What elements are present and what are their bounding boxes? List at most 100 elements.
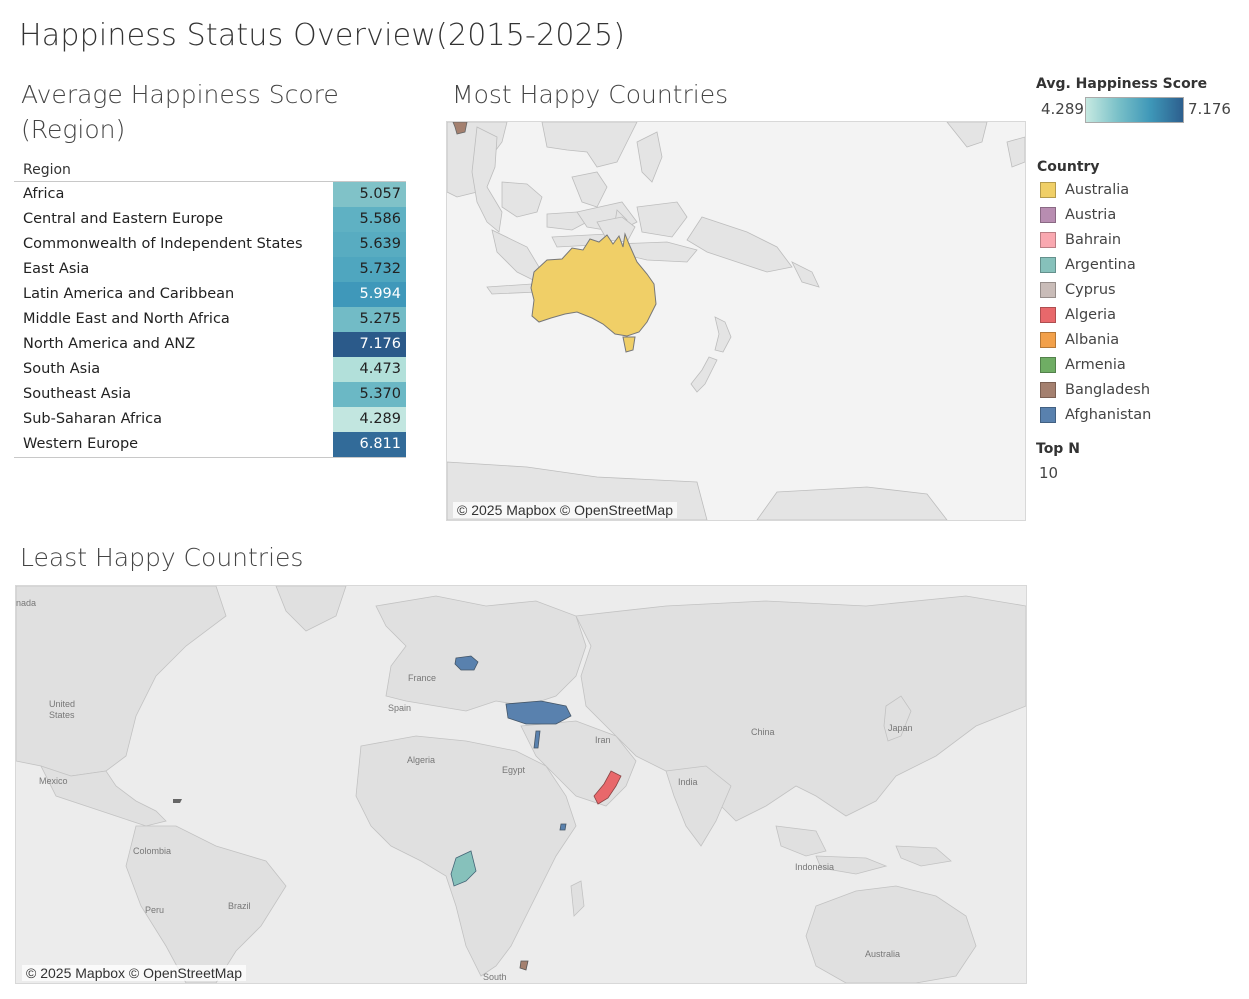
country-color-swatch <box>1040 356 1056 373</box>
least-happy-map[interactable]: nada United States Mexico Colombia Peru … <box>15 585 1027 984</box>
region-row[interactable]: North America and ANZ 7.176 <box>14 332 406 357</box>
australia-shape <box>530 232 657 337</box>
highlight-country-haiti <box>173 799 182 803</box>
country-legend-item[interactable]: Argentina <box>1040 252 1151 277</box>
country-legend-item[interactable]: Bahrain <box>1040 227 1151 252</box>
country-legend-label: Armenia <box>1065 356 1126 373</box>
table-bottom-border <box>14 457 406 458</box>
region-score-cell[interactable]: 5.994 <box>333 282 406 307</box>
region-name: Latin America and Caribbean <box>23 286 235 302</box>
region-name: Central and Eastern Europe <box>23 211 223 227</box>
highlight-country-djibouti <box>559 823 567 831</box>
country-legend-label: Bahrain <box>1065 231 1122 248</box>
map-label-egypt: Egypt <box>502 765 526 775</box>
least-happy-title: Least Happy Countries <box>20 543 304 572</box>
dashboard-title: Happiness Status Overview(2015-2025) <box>19 18 626 53</box>
map-label-peru: Peru <box>145 905 164 915</box>
map-label-south: South <box>483 972 507 982</box>
country-legend-label: Albania <box>1065 331 1120 348</box>
map-label-china: China <box>751 727 775 737</box>
country-legend-label: Australia <box>1065 181 1130 198</box>
country-legend-item[interactable]: Bangladesh <box>1040 377 1151 402</box>
region-name: North America and ANZ <box>23 336 196 352</box>
region-column-header[interactable]: Region <box>14 160 406 182</box>
highlight-country-congo <box>450 850 477 887</box>
country-color-swatch <box>1040 381 1056 398</box>
region-score-cell[interactable]: 5.275 <box>333 307 406 332</box>
region-row[interactable]: Central and Eastern Europe 5.586 <box>14 207 406 232</box>
map-label-indonesia: Indonesia <box>795 862 834 872</box>
region-score-cell[interactable]: 7.176 <box>333 332 406 357</box>
map-label-algeria: Algeria <box>407 755 435 765</box>
score-legend-title: Avg. Happiness Score <box>1036 76 1208 92</box>
region-table-title: Average Happiness Score (Region) <box>21 80 339 144</box>
region-score-cell[interactable]: 4.289 <box>333 407 406 432</box>
country-color-swatch <box>1040 281 1056 298</box>
region-row[interactable]: Latin America and Caribbean 5.994 <box>14 282 406 307</box>
region-row[interactable]: Africa 5.057 <box>14 182 406 207</box>
most-map-attribution[interactable]: © 2025 Mapbox © OpenStreetMap <box>453 502 677 518</box>
region-name: South Asia <box>23 361 101 377</box>
region-row[interactable]: Commonwealth of Independent States 5.639 <box>14 232 406 257</box>
country-legend-label: Austria <box>1065 206 1117 223</box>
highlight-country-europe <box>454 655 479 671</box>
country-legend-label: Bangladesh <box>1065 381 1151 398</box>
map-label-mexico: Mexico <box>39 776 68 786</box>
least-happy-map-svg: nada United States Mexico Colombia Peru … <box>16 586 1026 983</box>
highlight-country-oman <box>593 770 622 805</box>
country-color-swatch <box>1040 231 1056 248</box>
region-score-cell[interactable]: 5.639 <box>333 232 406 257</box>
top-n-title: Top N <box>1036 441 1080 457</box>
tasmania-shape <box>622 336 636 353</box>
country-color-swatch <box>1040 331 1056 348</box>
region-score-cell[interactable]: 6.811 <box>333 432 406 457</box>
country-legend-item[interactable]: Algeria <box>1040 302 1151 327</box>
map-label-us: United <box>49 699 75 709</box>
region-name: Middle East and North Africa <box>23 311 230 327</box>
region-name: Southeast Asia <box>23 386 132 402</box>
map-label-australia: Australia <box>865 949 900 959</box>
country-legend-item[interactable]: Australia <box>1040 177 1151 202</box>
country-legend-label: Algeria <box>1065 306 1116 323</box>
region-score-cell[interactable]: 5.732 <box>333 257 406 282</box>
most-happy-title: Most Happy Countries <box>452 80 729 109</box>
region-score-cell[interactable]: 5.586 <box>333 207 406 232</box>
most-happy-map[interactable]: © 2025 Mapbox © OpenStreetMap <box>446 121 1026 521</box>
map-label-canada: nada <box>16 598 36 608</box>
country-legend: Australia Austria Bahrain Argentina Cyprus Al… <box>1040 177 1151 427</box>
region-name: East Asia <box>23 261 90 277</box>
region-score-cell[interactable]: 5.370 <box>333 382 406 407</box>
score-legend-max: 7.176 <box>1188 100 1231 118</box>
map-label-us2: States <box>49 710 75 720</box>
country-legend-item[interactable]: Cyprus <box>1040 277 1151 302</box>
country-legend-item[interactable]: Afghanistan <box>1040 402 1151 427</box>
region-row[interactable]: Western Europe 6.811 <box>14 432 406 457</box>
country-legend-title: Country <box>1037 159 1100 175</box>
country-color-swatch <box>1040 256 1056 273</box>
country-legend-label: Afghanistan <box>1065 406 1152 423</box>
highlight-country-levant <box>533 730 541 749</box>
most-happy-map-svg <box>447 122 1025 520</box>
country-color-swatch <box>1040 206 1056 223</box>
region-score-cell[interactable]: 4.473 <box>333 357 406 382</box>
region-score-cell[interactable]: 5.057 <box>333 182 406 207</box>
region-row[interactable]: East Asia 5.732 <box>14 257 406 282</box>
least-map-attribution[interactable]: © 2025 Mapbox © OpenStreetMap <box>22 965 246 981</box>
country-legend-item[interactable]: Albania <box>1040 327 1151 352</box>
country-legend-item[interactable]: Armenia <box>1040 352 1151 377</box>
country-legend-item[interactable]: Austria <box>1040 202 1151 227</box>
region-table: Region Africa 5.057 Central and Eastern Eu… <box>14 160 406 458</box>
region-row[interactable]: Sub-Saharan Africa 4.289 <box>14 407 406 432</box>
country-legend-label: Cyprus <box>1065 281 1116 298</box>
highlight-country-lesotho <box>519 960 529 971</box>
region-row[interactable]: Southeast Asia 5.370 <box>14 382 406 407</box>
region-row[interactable]: South Asia 4.473 <box>14 357 406 382</box>
country-color-swatch <box>1040 306 1056 323</box>
bangladesh-shape <box>452 122 468 135</box>
region-row[interactable]: Middle East and North Africa 5.275 <box>14 307 406 332</box>
map-label-brazil: Brazil <box>228 901 251 911</box>
top-n-value[interactable]: 10 <box>1039 464 1059 482</box>
region-name: Western Europe <box>23 436 139 452</box>
map-label-iran: Iran <box>595 735 611 745</box>
region-name: Africa <box>23 186 65 202</box>
